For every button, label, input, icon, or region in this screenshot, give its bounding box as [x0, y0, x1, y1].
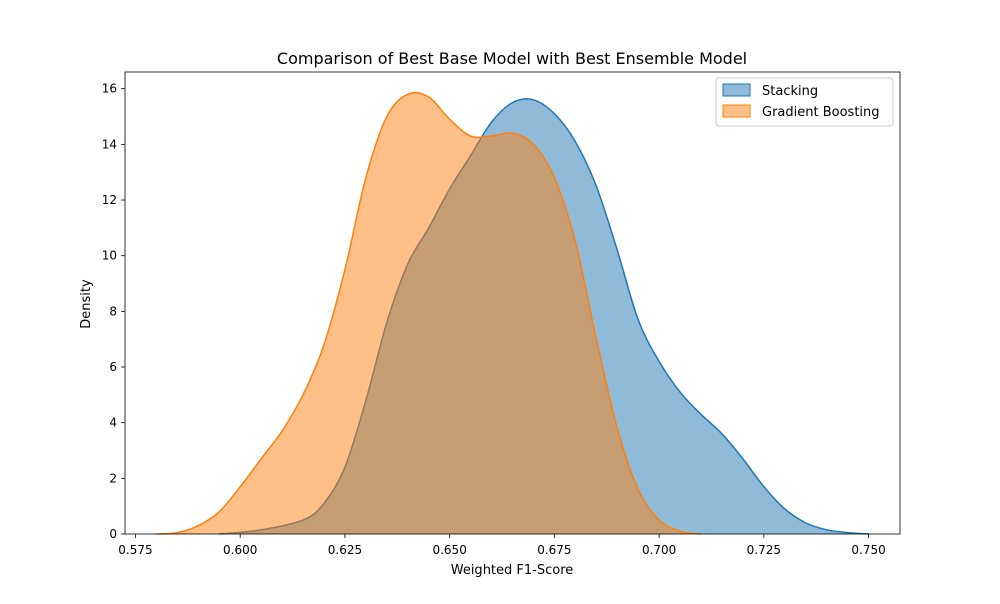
chart-title: Comparison of Best Base Model with Best …	[277, 49, 747, 68]
density-area-gradient-boosting	[156, 92, 702, 534]
y-tick-label: 4	[109, 416, 117, 430]
y-tick-label: 0	[109, 527, 117, 541]
legend-swatch	[722, 104, 751, 118]
legend-label: Stacking	[762, 84, 818, 99]
legend-label: Gradient Boosting	[762, 105, 880, 120]
y-tick-label: 16	[102, 82, 117, 96]
x-tick-label: 0.600	[223, 543, 257, 557]
y-tick-label: 8	[109, 304, 117, 318]
density-line-gradient-boosting	[156, 91, 702, 535]
x-tick-label: 0.700	[642, 543, 676, 557]
x-tick-label: 0.750	[851, 543, 885, 557]
y-tick-label: 14	[102, 137, 117, 151]
x-tick-label: 0.675	[537, 543, 571, 557]
y-tick-label: 12	[102, 193, 117, 207]
y-tick-label: 2	[109, 471, 117, 485]
legend-frame	[715, 77, 894, 127]
legend-swatch	[722, 83, 751, 97]
axes-frame	[124, 71, 901, 535]
y-tick-label: 10	[102, 249, 117, 263]
axes: 0.575 0.600 0.625 0.650 0.675 0.700 0.725 0.750…	[102, 71, 901, 557]
x-tick-label: 0.725	[747, 543, 781, 557]
x-tick-label: 0.575	[118, 543, 152, 557]
x-axis-label: Weighted F1-Score	[451, 563, 574, 578]
y-axis-label: Density	[79, 279, 94, 329]
x-tick-label: 0.625	[328, 543, 362, 557]
plot-area	[156, 91, 869, 535]
y-tick-label: 6	[109, 360, 117, 374]
x-tick-label: 0.650	[432, 543, 466, 557]
legend: Stacking Gradient Boosting	[715, 77, 894, 127]
